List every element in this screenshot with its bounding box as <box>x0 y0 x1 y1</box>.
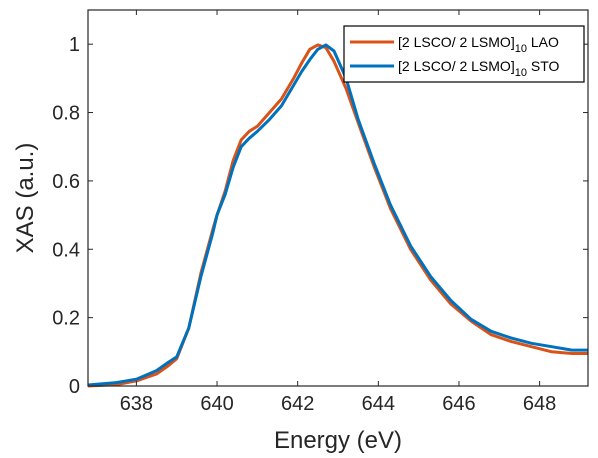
y-ticks: 0 0.2 0.4 0.6 0.8 1 <box>52 34 588 398</box>
x-axis-title: Energy (eV) <box>274 427 402 454</box>
x-tick-label: 640 <box>200 393 233 415</box>
legend-label-sto-sub: 10 <box>515 67 527 79</box>
legend-label-lao: [2 LSCO/ 2 LSMO]10 LAO <box>398 34 559 55</box>
legend-label-sto-main: [2 LSCO/ 2 LSMO] <box>398 58 515 74</box>
legend-label-lao-sub: 10 <box>515 43 527 55</box>
x-tick-label: 638 <box>120 393 153 415</box>
x-tick-label: 646 <box>442 393 475 415</box>
y-tick-label: 0.2 <box>52 308 80 330</box>
y-tick-label: 0 <box>69 376 80 398</box>
x-tick-label: 644 <box>362 393 395 415</box>
legend-label-sto-suffix: STO <box>527 58 560 74</box>
x-ticks: 638 640 642 644 646 648 <box>120 10 556 415</box>
series-layer <box>87 43 588 388</box>
x-tick-label: 642 <box>281 393 314 415</box>
legend-label-sto: [2 LSCO/ 2 LSMO]10 STO <box>398 58 559 79</box>
axes-frame <box>87 9 589 387</box>
series-line-sto <box>87 43 588 387</box>
y-tick-label: 0.8 <box>52 103 80 125</box>
y-axis-title: XAS (a.u.) <box>12 143 39 254</box>
legend-label-lao-suffix: LAO <box>527 34 559 50</box>
y-tick-label: 1 <box>69 34 80 56</box>
legend: [2 LSCO/ 2 LSMO]10 LAO [2 LSCO/ 2 LSMO]1… <box>343 25 585 83</box>
y-tick-label: 0.4 <box>52 239 80 261</box>
x-tick-label: 648 <box>523 393 556 415</box>
legend-box <box>343 25 585 83</box>
legend-label-lao-main: [2 LSCO/ 2 LSMO] <box>398 34 515 50</box>
y-tick-label: 0.6 <box>52 171 80 193</box>
